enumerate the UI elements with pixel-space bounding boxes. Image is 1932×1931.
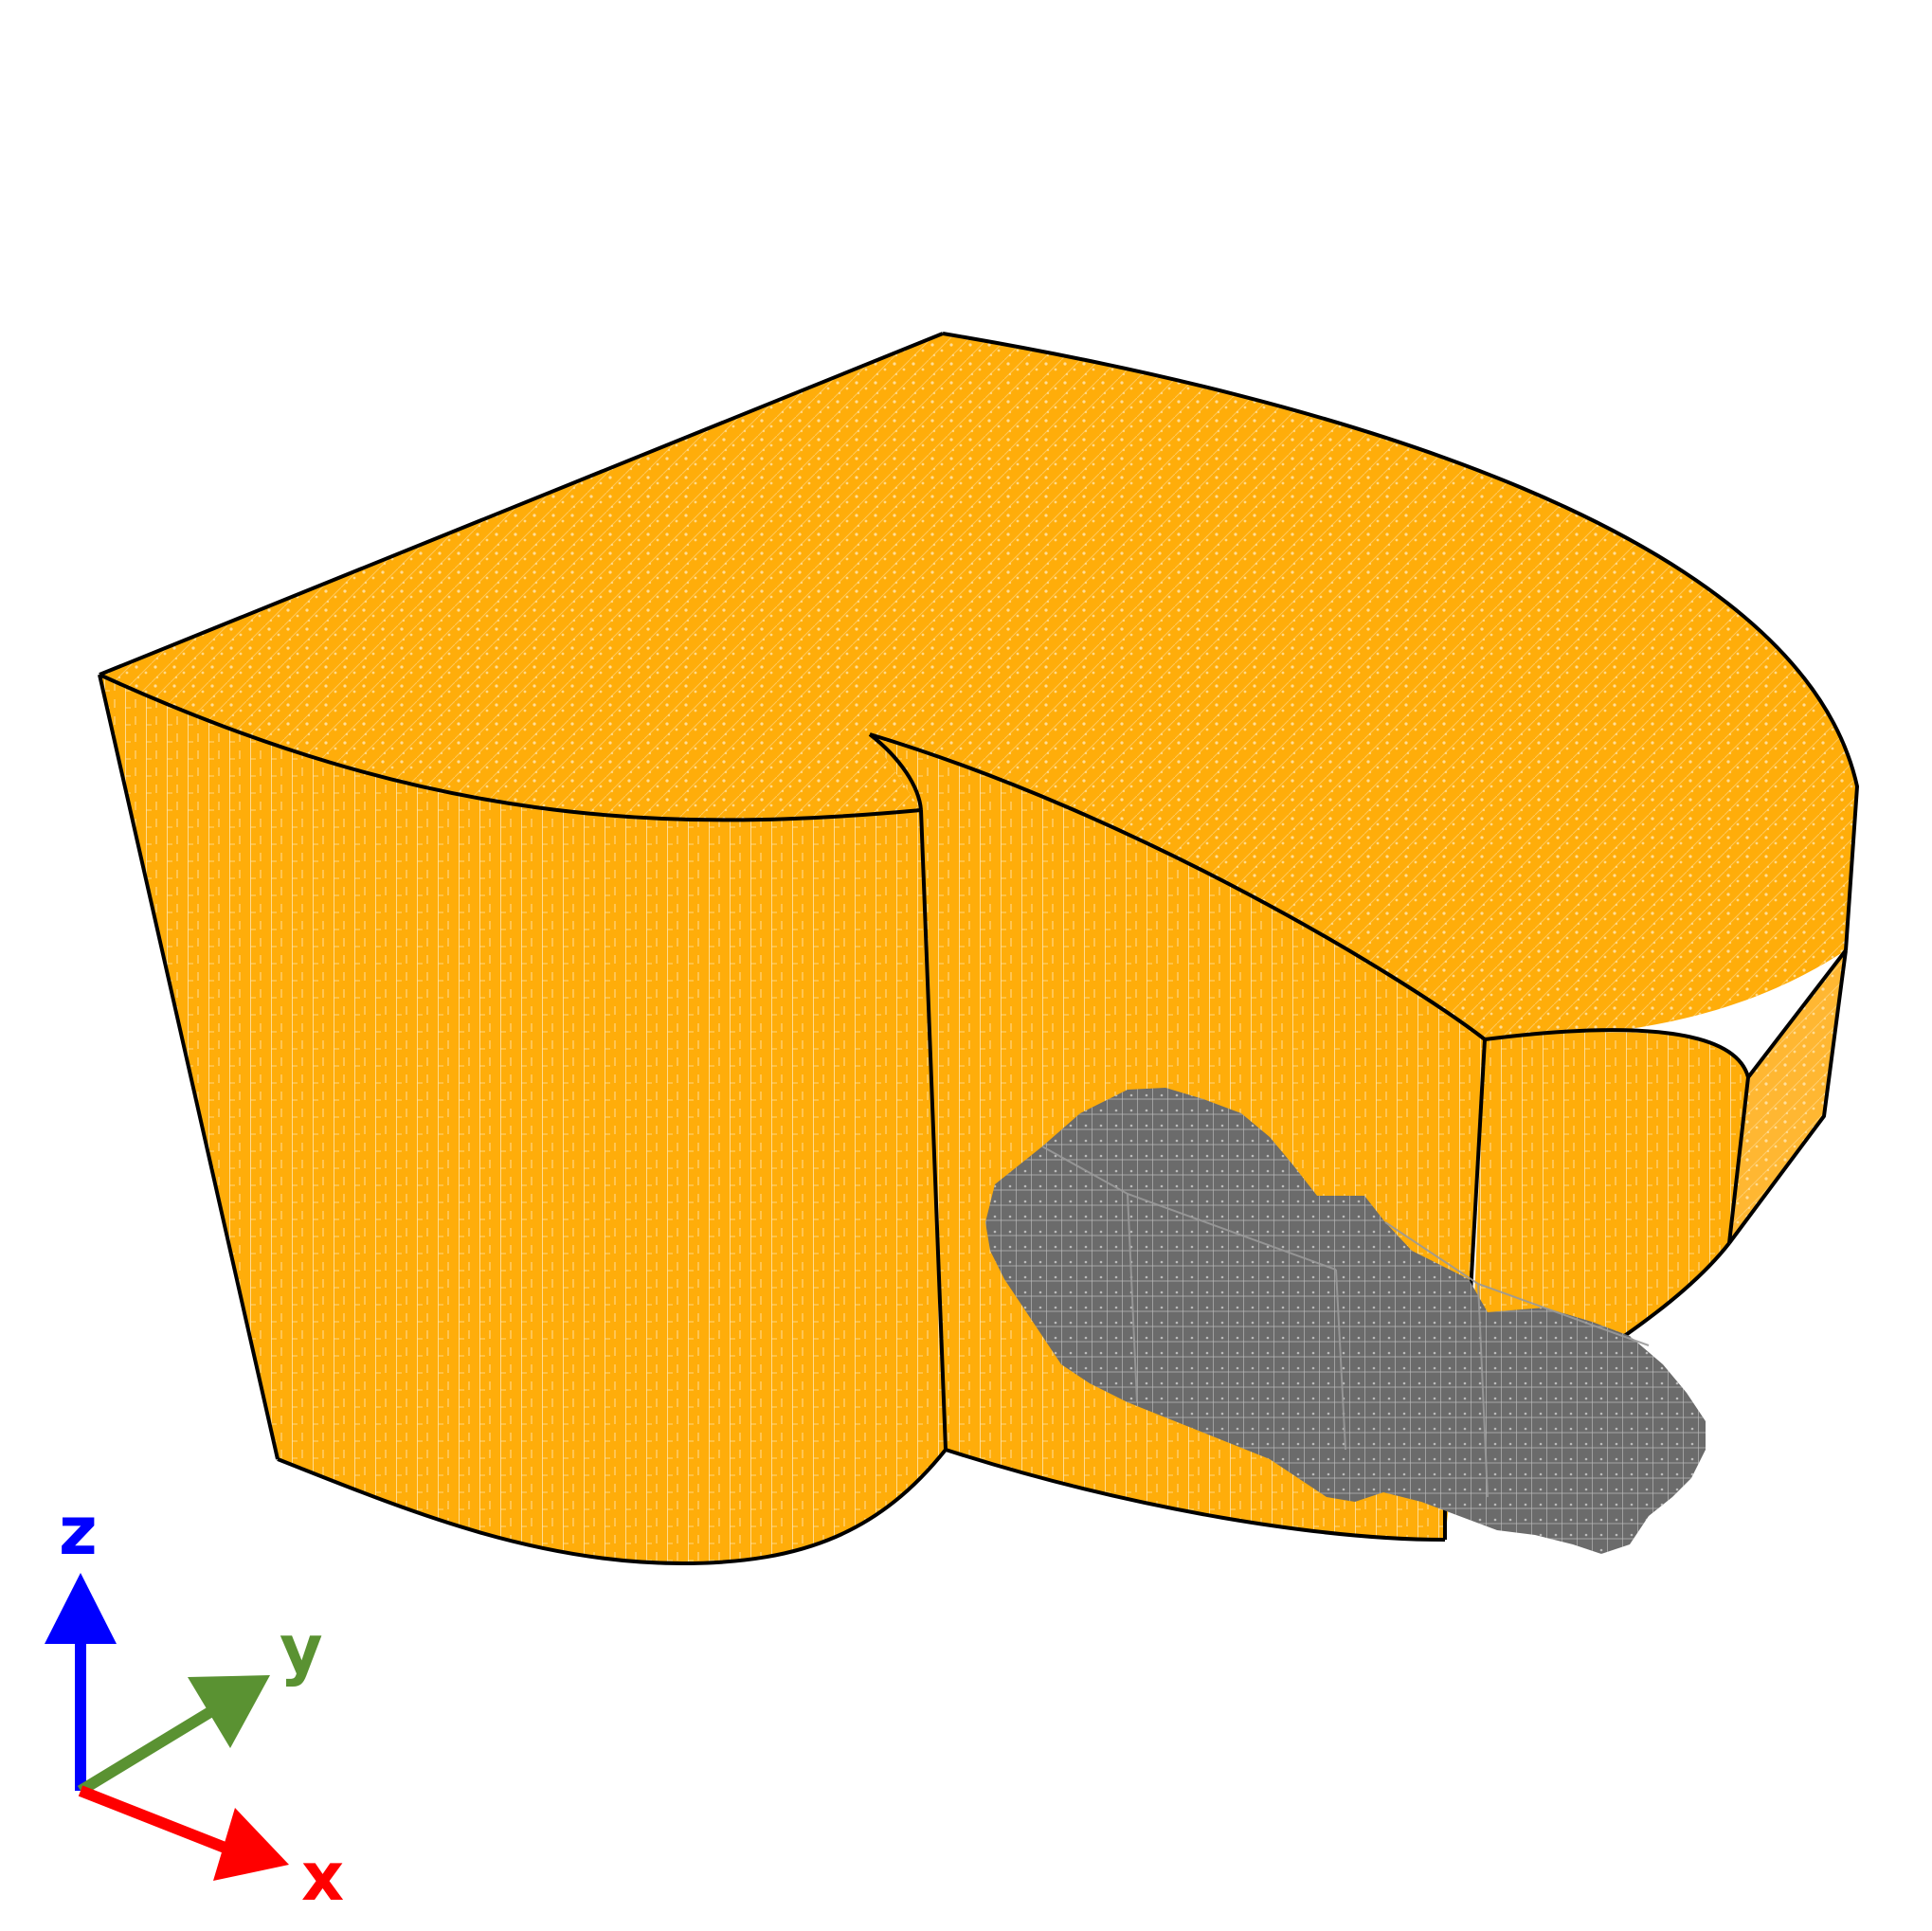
x-axis-label: x [301,1838,344,1916]
z-axis-label: z [59,1492,98,1570]
mesh-insert [985,1088,1706,1554]
z-axis-arrow [45,1573,117,1791]
y-axis-label: y [280,1611,323,1688]
y-axis-arrow [77,1675,270,1796]
x-axis-arrow [78,1785,289,1881]
block-edges [98,332,1859,1565]
axis-triad: z y x [45,1492,344,1916]
